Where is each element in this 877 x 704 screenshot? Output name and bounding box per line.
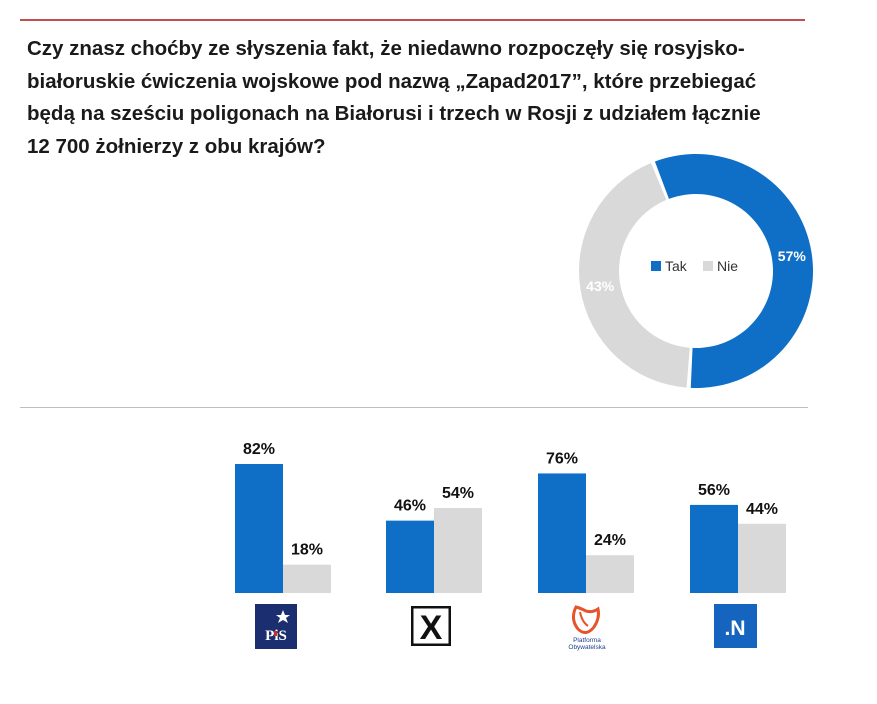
bar-value-label: 46% bbox=[394, 498, 426, 515]
bar-value-label: 82% bbox=[243, 441, 275, 458]
legend-swatch-tak bbox=[651, 261, 661, 271]
survey-question: Czy znasz choćby ze słyszenia fakt, że n… bbox=[27, 37, 761, 158]
bar-tak-3 bbox=[538, 473, 586, 593]
bar-value-label: 54% bbox=[442, 485, 474, 502]
po-logo-line1: Platforma bbox=[573, 637, 601, 644]
pis-logo: PiS bbox=[255, 604, 297, 649]
donut-value-label: 43% bbox=[586, 278, 615, 294]
legend-label-nie: Nie bbox=[717, 258, 738, 274]
bar-value-label: 18% bbox=[291, 542, 323, 559]
bar-tak-1 bbox=[235, 464, 283, 593]
bar-value-label: 44% bbox=[746, 501, 778, 518]
bar-nie-2 bbox=[434, 508, 482, 593]
bar-nie-1 bbox=[283, 564, 331, 593]
section-divider bbox=[20, 407, 808, 408]
po-logo: Platforma Obywatelska bbox=[568, 605, 606, 651]
legend-label-tak: Tak bbox=[665, 258, 688, 274]
donut-slice-nie bbox=[579, 163, 690, 388]
bar-nie-3 bbox=[586, 555, 634, 593]
bar-value-label: 76% bbox=[546, 450, 578, 467]
nowoczesna-logo-text: .N bbox=[725, 617, 746, 640]
nowoczesna-logo: .N bbox=[714, 604, 757, 648]
donut-value-label: 57% bbox=[778, 248, 807, 264]
bar-value-label: 24% bbox=[594, 532, 626, 549]
po-logo-line2: Obywatelska bbox=[568, 644, 606, 651]
legend-swatch-nie bbox=[703, 261, 713, 271]
top-divider bbox=[20, 19, 805, 21]
bar-tak-2 bbox=[386, 520, 434, 593]
kukiz-logo: X bbox=[411, 606, 451, 646]
bar-tak-4 bbox=[690, 504, 738, 593]
bar-value-label: 56% bbox=[698, 482, 730, 499]
kukiz-logo-text: X bbox=[420, 609, 443, 646]
bar-nie-4 bbox=[738, 523, 786, 593]
donut-slice-tak bbox=[654, 154, 814, 388]
